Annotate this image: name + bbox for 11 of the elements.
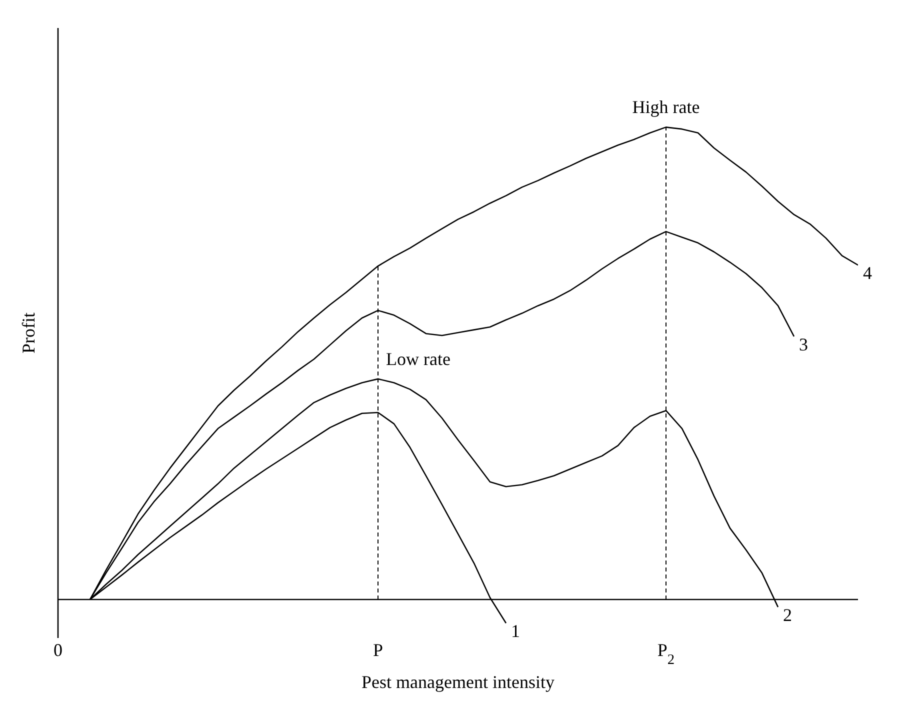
x-tick-label: 0 bbox=[54, 640, 62, 660]
y-axis-title: Profit bbox=[18, 312, 38, 354]
annotation: Low rate bbox=[386, 348, 450, 369]
x-tick-label: P bbox=[372, 640, 384, 660]
series-label: 3 bbox=[799, 334, 808, 354]
x-axis-title: Pest management intensity bbox=[362, 672, 554, 692]
series-label: 1 bbox=[511, 621, 520, 642]
series-label: 2 bbox=[783, 605, 792, 626]
x-tick-label: P$_{2}$ bbox=[657, 640, 675, 668]
annotation: High rate bbox=[632, 97, 700, 118]
series-label: 4 bbox=[863, 263, 872, 284]
